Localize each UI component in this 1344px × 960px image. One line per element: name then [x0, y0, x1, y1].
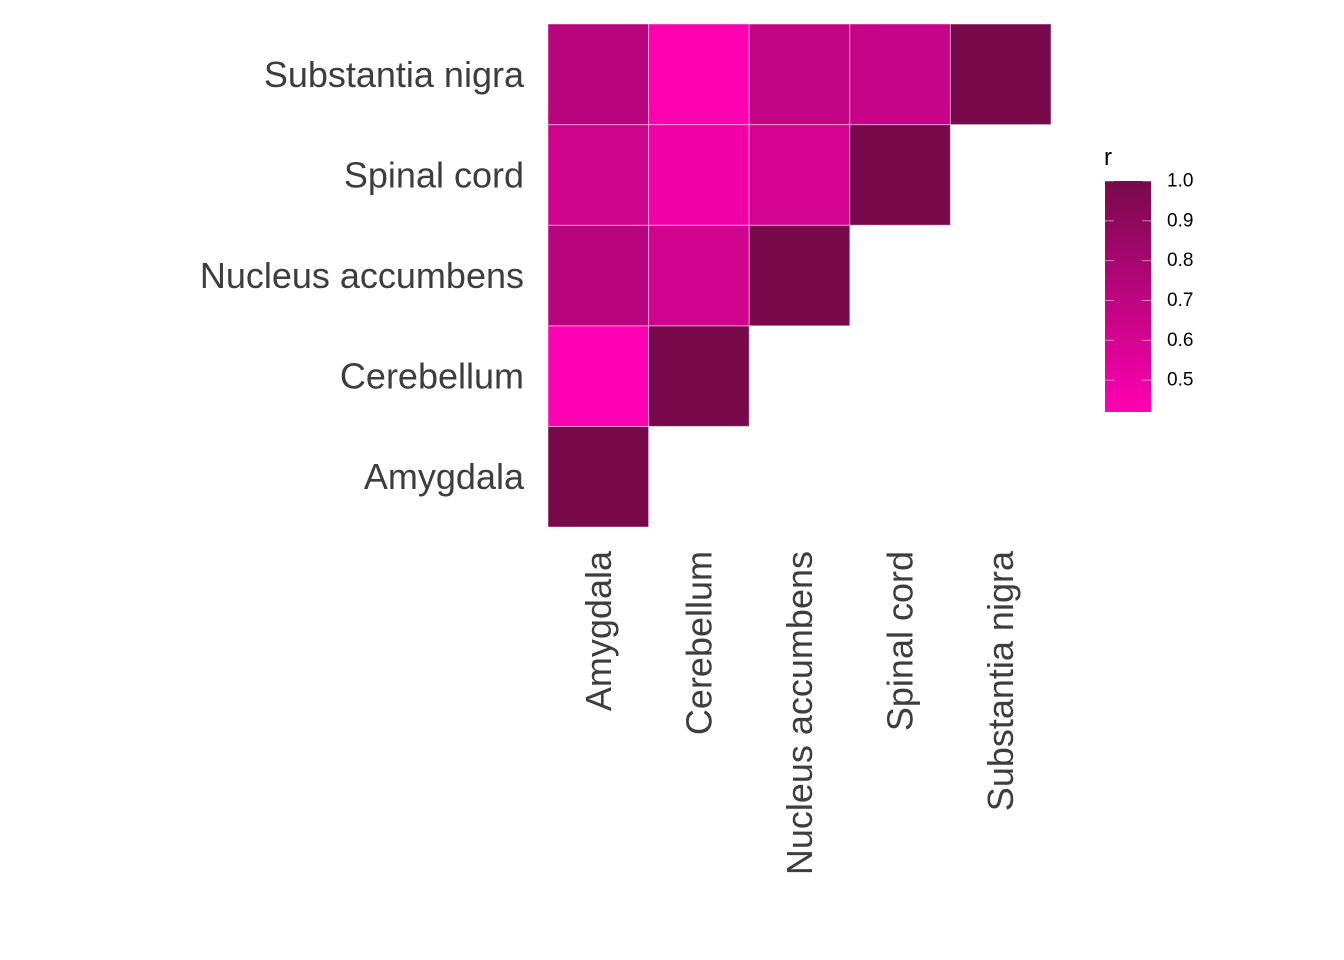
heatmap-cell: [648, 124, 750, 226]
y-tick-label: Amygdala: [364, 456, 525, 497]
heatmap-cell: [849, 124, 951, 226]
x-tick-label: Cerebellum: [678, 551, 719, 735]
heatmap-cell: [648, 325, 750, 427]
y-tick-label: Nucleus accumbens: [200, 255, 524, 296]
heatmap-cell: [748, 224, 851, 327]
y-tick-label: Substantia nigra: [264, 54, 525, 95]
x-tick-label: Nucleus accumbens: [779, 551, 820, 875]
y-tick-label: Spinal cord: [344, 154, 524, 195]
x-tick-label: Amygdala: [578, 550, 619, 711]
heatmap-cell: [547, 325, 650, 427]
heatmap-cell: [547, 124, 650, 226]
legend-colorbar: [1105, 181, 1151, 412]
legend-tick-label: 1.0: [1167, 171, 1193, 192]
legend-tick-label: 0.5: [1167, 370, 1193, 391]
x-tick-label: Substantia nigra: [980, 550, 1021, 811]
color-legend: r 0.5 0.6 0.7 0.8 0.9 1.0: [1104, 144, 1193, 412]
legend-tick-label: 0.6: [1167, 330, 1193, 351]
y-axis-tick-labels: Amygdala Cerebellum Nucleus accumbens Spina…: [200, 54, 525, 497]
y-tick-label: Cerebellum: [340, 356, 524, 397]
heatmap-cell: [949, 23, 1052, 126]
heatmap-cell: [547, 224, 650, 327]
heatmap-cell: [849, 23, 951, 126]
heatmap-cells: [547, 23, 1052, 528]
legend-tick-label: 0.7: [1167, 290, 1193, 311]
x-tick-label: Spinal cord: [880, 551, 921, 731]
x-axis-tick-labels: Amygdala Cerebellum Nucleus accumbens Spina…: [578, 550, 1021, 875]
heatmap-cell: [547, 425, 650, 528]
legend-tick-label: 0.8: [1167, 250, 1193, 271]
heatmap-cell: [648, 23, 750, 126]
heatmap-cell: [748, 124, 851, 226]
legend-ticks: 0.5 0.6 0.7 0.8 0.9 1.0: [1105, 171, 1193, 391]
heatmap-cell: [748, 23, 851, 126]
heatmap-cell: [648, 224, 750, 327]
heatmap-cell: [547, 23, 650, 126]
legend-title: r: [1104, 144, 1112, 171]
legend-tick-label: 0.9: [1167, 210, 1193, 231]
